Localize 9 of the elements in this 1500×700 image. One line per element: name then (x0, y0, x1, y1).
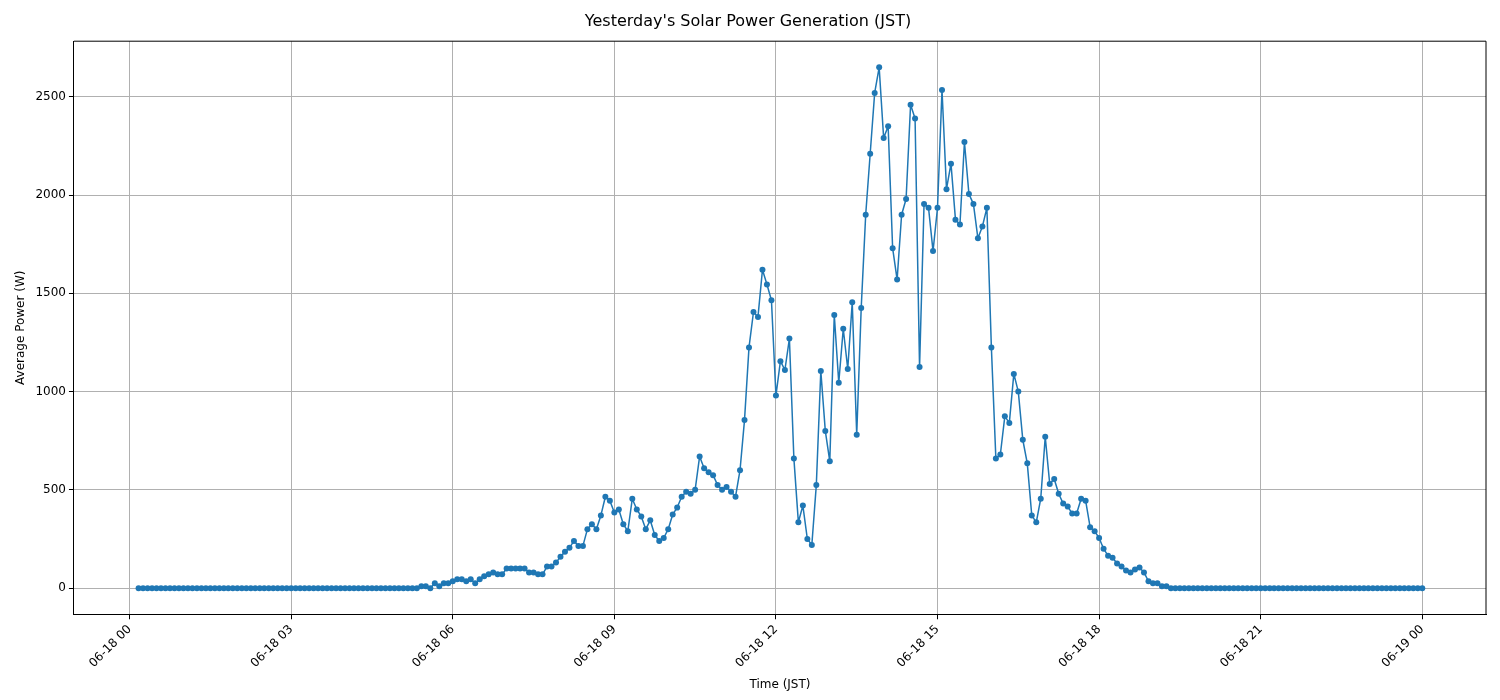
chart-title: Yesterday's Solar Power Generation (JST) (583, 10, 912, 30)
y-tick-label: 1500 (35, 285, 66, 300)
y-tick-label: 1000 (35, 383, 66, 398)
y-axis-title: Average Power (W) (13, 270, 28, 385)
y-tick-label: 0 (58, 580, 66, 595)
x-axis-title: Time (JST) (748, 676, 811, 691)
y-tick-label: 500 (43, 481, 66, 496)
y-tick-label: 2500 (35, 88, 66, 103)
y-tick-label: 2000 (35, 187, 66, 202)
